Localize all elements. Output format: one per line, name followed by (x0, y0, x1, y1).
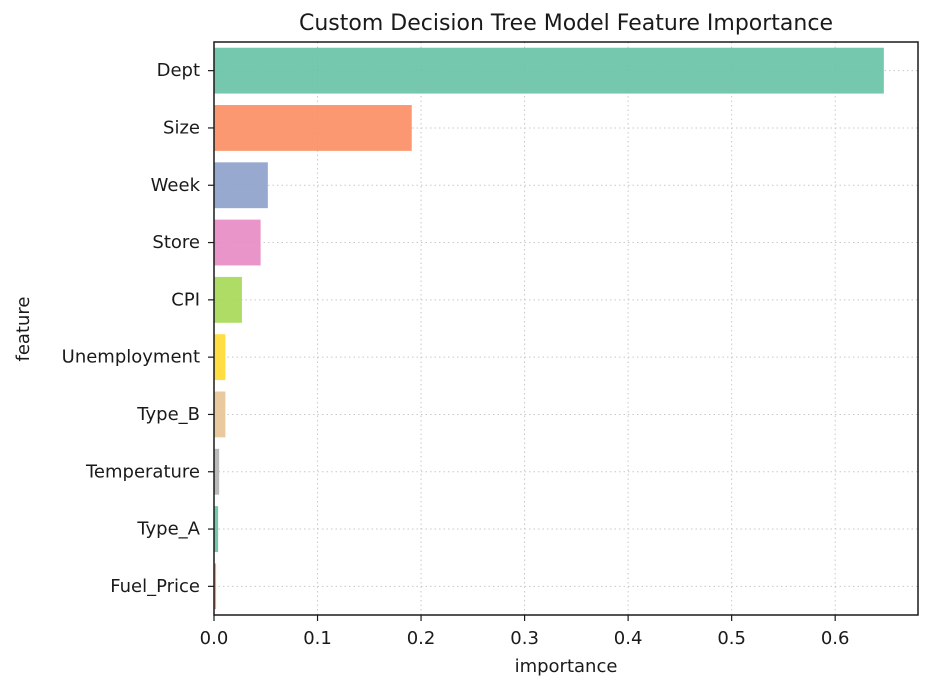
bar-cpi (214, 276, 242, 323)
bar-fuel-price (214, 563, 217, 610)
y-axis-label: feature (13, 297, 34, 362)
y-tick-label: Temperature (85, 461, 200, 482)
y-tick-label: Type_B (136, 404, 200, 425)
x-axis-ticks: 0.0 0.1 0.2 0.3 0.4 0.5 0.6 (200, 615, 850, 649)
x-tick-label: 0.1 (303, 628, 332, 649)
bar-dept (214, 47, 884, 94)
y-tick-label: Dept (157, 60, 200, 81)
plot-frame (213, 41, 919, 616)
bar-unemployment (214, 334, 226, 381)
y-tick-label: CPI (171, 289, 200, 310)
x-axis-label: importance (515, 656, 618, 677)
y-tick-label: Type_A (136, 519, 200, 540)
bar-temperature (214, 448, 220, 495)
y-tick-label: Size (163, 117, 200, 138)
x-tick-label: 0.3 (510, 628, 539, 649)
bar-week (214, 162, 268, 209)
x-tick-label: 0.4 (614, 628, 643, 649)
x-tick-label: 0.2 (407, 628, 436, 649)
x-tick-label: 0.0 (200, 628, 229, 649)
y-tick-label: Store (152, 232, 200, 253)
chart-title: Custom Decision Tree Model Feature Impor… (299, 11, 833, 36)
x-tick-label: 0.5 (717, 628, 746, 649)
bar-store (214, 219, 261, 266)
bar-type-a (214, 506, 219, 552)
y-tick-label: Unemployment (62, 347, 200, 368)
bar-size (214, 105, 412, 151)
y-tick-label: Week (151, 175, 201, 196)
bar-type-b (214, 391, 226, 438)
bars (214, 47, 884, 610)
y-tick-label: Fuel_Price (110, 576, 200, 597)
y-axis-ticks: Dept Size Week Store CPI Unemployment Type_B Te… (62, 60, 214, 597)
x-tick-label: 0.6 (821, 628, 850, 649)
